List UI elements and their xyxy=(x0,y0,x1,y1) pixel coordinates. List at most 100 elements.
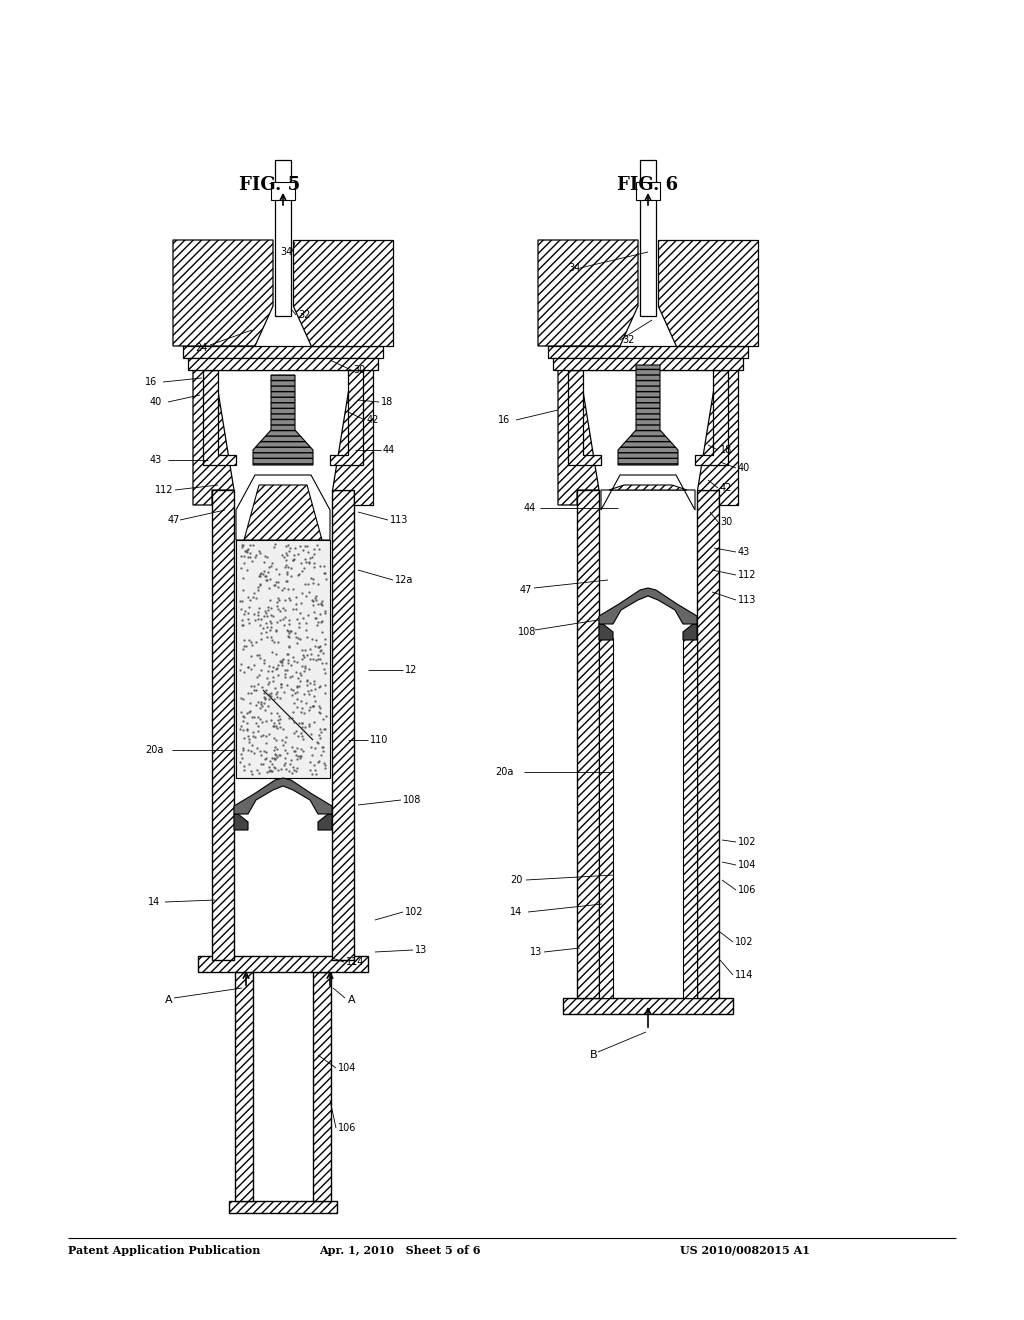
Point xyxy=(240,586,256,607)
Point xyxy=(278,726,294,747)
Point xyxy=(305,543,322,564)
Point xyxy=(233,557,250,578)
Point xyxy=(290,726,306,747)
Point xyxy=(269,759,286,780)
Polygon shape xyxy=(173,240,273,346)
Point xyxy=(247,546,263,568)
Point xyxy=(304,546,321,568)
Point xyxy=(261,756,278,777)
Polygon shape xyxy=(599,624,613,640)
Point xyxy=(300,680,316,701)
Point xyxy=(256,693,272,714)
Point xyxy=(279,544,295,565)
Point xyxy=(289,758,305,779)
Point xyxy=(316,601,333,622)
Point xyxy=(271,601,288,622)
Point xyxy=(234,536,251,557)
Point xyxy=(262,760,279,781)
Point xyxy=(287,682,303,704)
Point xyxy=(309,636,326,657)
Point xyxy=(283,557,299,578)
Point xyxy=(280,578,296,599)
Point xyxy=(236,759,252,780)
Point xyxy=(232,743,249,764)
Point xyxy=(248,678,264,700)
Point xyxy=(282,636,298,657)
Polygon shape xyxy=(253,375,313,465)
Point xyxy=(234,590,251,611)
Point xyxy=(266,689,283,710)
Polygon shape xyxy=(203,370,236,465)
Point xyxy=(302,568,318,589)
Point xyxy=(299,644,315,665)
Point xyxy=(287,622,303,643)
Point xyxy=(294,711,310,733)
Point xyxy=(275,577,292,598)
Text: 16: 16 xyxy=(498,414,510,425)
Point xyxy=(239,702,255,723)
Point xyxy=(293,665,309,686)
Point xyxy=(286,711,302,733)
Text: FIG. 6: FIG. 6 xyxy=(617,176,679,194)
Point xyxy=(285,549,301,570)
Point xyxy=(270,598,287,619)
Text: 44: 44 xyxy=(524,503,537,513)
Point xyxy=(296,660,312,681)
Point xyxy=(267,743,284,764)
Polygon shape xyxy=(332,490,354,960)
Point xyxy=(312,635,329,656)
Point xyxy=(316,752,333,774)
Point xyxy=(285,549,301,570)
Polygon shape xyxy=(271,182,295,201)
Point xyxy=(237,727,253,748)
Point xyxy=(261,655,278,676)
Point xyxy=(250,601,266,622)
Polygon shape xyxy=(683,624,697,640)
Polygon shape xyxy=(599,587,697,624)
Point xyxy=(273,579,290,601)
Point xyxy=(241,754,257,775)
Point xyxy=(267,737,284,758)
Point xyxy=(250,577,266,598)
Point xyxy=(240,609,256,630)
Point xyxy=(248,694,264,715)
Text: Apr. 1, 2010   Sheet 5 of 6: Apr. 1, 2010 Sheet 5 of 6 xyxy=(319,1245,480,1255)
Point xyxy=(261,557,278,578)
Point xyxy=(258,680,274,701)
Point xyxy=(268,686,285,708)
Point xyxy=(267,744,284,766)
Text: 34: 34 xyxy=(568,263,581,273)
Point xyxy=(265,631,282,652)
Point xyxy=(241,630,257,651)
Point xyxy=(261,672,278,693)
Point xyxy=(285,756,301,777)
Point xyxy=(281,626,297,647)
Point xyxy=(262,620,279,642)
Point xyxy=(288,744,304,766)
Point xyxy=(297,573,313,594)
Point xyxy=(236,545,252,566)
Point xyxy=(252,744,268,766)
Point xyxy=(297,536,313,557)
Point xyxy=(239,711,255,733)
Point xyxy=(251,541,267,562)
Point xyxy=(262,682,279,704)
Point xyxy=(280,644,296,665)
Point xyxy=(295,729,311,750)
Point xyxy=(290,668,306,689)
Point xyxy=(306,556,323,577)
Point xyxy=(249,759,265,780)
Point xyxy=(273,759,290,780)
Point xyxy=(270,632,287,653)
Point xyxy=(298,619,314,640)
Point xyxy=(309,751,326,772)
Point xyxy=(296,702,312,723)
Polygon shape xyxy=(697,360,738,506)
Point xyxy=(274,730,291,751)
Point xyxy=(242,535,258,556)
Point xyxy=(254,676,270,697)
Point xyxy=(281,626,297,647)
Point xyxy=(247,726,263,747)
Point xyxy=(276,590,293,611)
Text: 104: 104 xyxy=(738,861,757,870)
